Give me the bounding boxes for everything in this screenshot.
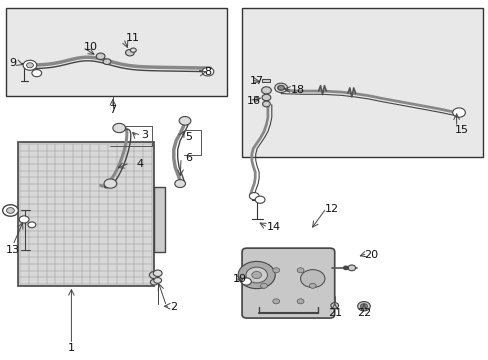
Text: 5: 5 bbox=[184, 132, 191, 142]
Circle shape bbox=[174, 180, 185, 188]
Text: 14: 14 bbox=[266, 222, 280, 232]
Circle shape bbox=[32, 69, 41, 77]
Text: 18: 18 bbox=[290, 85, 305, 95]
Circle shape bbox=[262, 94, 270, 101]
Circle shape bbox=[255, 196, 264, 203]
Circle shape bbox=[343, 266, 347, 270]
Circle shape bbox=[179, 117, 190, 125]
Circle shape bbox=[154, 278, 161, 283]
Circle shape bbox=[241, 278, 251, 285]
Circle shape bbox=[103, 59, 111, 64]
Bar bbox=[18, 142, 154, 286]
Bar bbox=[5, 8, 227, 96]
Circle shape bbox=[251, 271, 261, 279]
Circle shape bbox=[297, 268, 304, 273]
Circle shape bbox=[26, 63, 33, 68]
Text: 11: 11 bbox=[125, 33, 139, 43]
Text: 4: 4 bbox=[136, 159, 143, 169]
Text: 6: 6 bbox=[184, 153, 191, 163]
Text: 21: 21 bbox=[327, 308, 341, 318]
Bar bbox=[261, 79, 270, 82]
Text: 1: 1 bbox=[68, 343, 75, 353]
Circle shape bbox=[245, 267, 267, 283]
Text: 16: 16 bbox=[247, 96, 261, 106]
Circle shape bbox=[104, 179, 117, 188]
Circle shape bbox=[23, 60, 37, 70]
Text: 8: 8 bbox=[204, 67, 211, 77]
Circle shape bbox=[357, 302, 369, 311]
Circle shape bbox=[261, 87, 271, 94]
Text: 3: 3 bbox=[141, 130, 148, 140]
Circle shape bbox=[113, 123, 125, 133]
Text: 19: 19 bbox=[232, 274, 246, 284]
FancyBboxPatch shape bbox=[242, 248, 334, 318]
Circle shape bbox=[28, 222, 36, 228]
Circle shape bbox=[347, 265, 355, 271]
Circle shape bbox=[309, 283, 316, 288]
Text: 12: 12 bbox=[325, 204, 339, 214]
Circle shape bbox=[6, 208, 14, 213]
Circle shape bbox=[2, 205, 18, 216]
Text: 17: 17 bbox=[249, 76, 263, 86]
Circle shape bbox=[360, 304, 366, 309]
Circle shape bbox=[297, 299, 304, 304]
Circle shape bbox=[274, 83, 287, 93]
Circle shape bbox=[249, 193, 259, 200]
Text: 22: 22 bbox=[356, 308, 370, 318]
Circle shape bbox=[149, 271, 159, 279]
Circle shape bbox=[96, 53, 105, 59]
Circle shape bbox=[153, 270, 162, 276]
Circle shape bbox=[150, 279, 158, 285]
Circle shape bbox=[272, 268, 279, 273]
Circle shape bbox=[260, 283, 267, 288]
Text: 10: 10 bbox=[84, 42, 98, 52]
Text: 15: 15 bbox=[453, 125, 468, 135]
Bar bbox=[154, 187, 164, 252]
Circle shape bbox=[238, 261, 275, 289]
Circle shape bbox=[330, 303, 338, 309]
Circle shape bbox=[19, 216, 29, 223]
Circle shape bbox=[125, 49, 134, 56]
Text: 7: 7 bbox=[109, 105, 116, 115]
Text: 9: 9 bbox=[9, 58, 17, 68]
Circle shape bbox=[452, 108, 465, 117]
Circle shape bbox=[300, 270, 325, 288]
Circle shape bbox=[202, 67, 213, 76]
Circle shape bbox=[130, 48, 136, 52]
Circle shape bbox=[277, 85, 284, 90]
Text: 2: 2 bbox=[170, 302, 177, 312]
Text: 13: 13 bbox=[6, 245, 20, 255]
Bar bbox=[242, 8, 483, 157]
Text: 20: 20 bbox=[364, 250, 378, 260]
Circle shape bbox=[262, 101, 270, 107]
Circle shape bbox=[272, 299, 279, 304]
